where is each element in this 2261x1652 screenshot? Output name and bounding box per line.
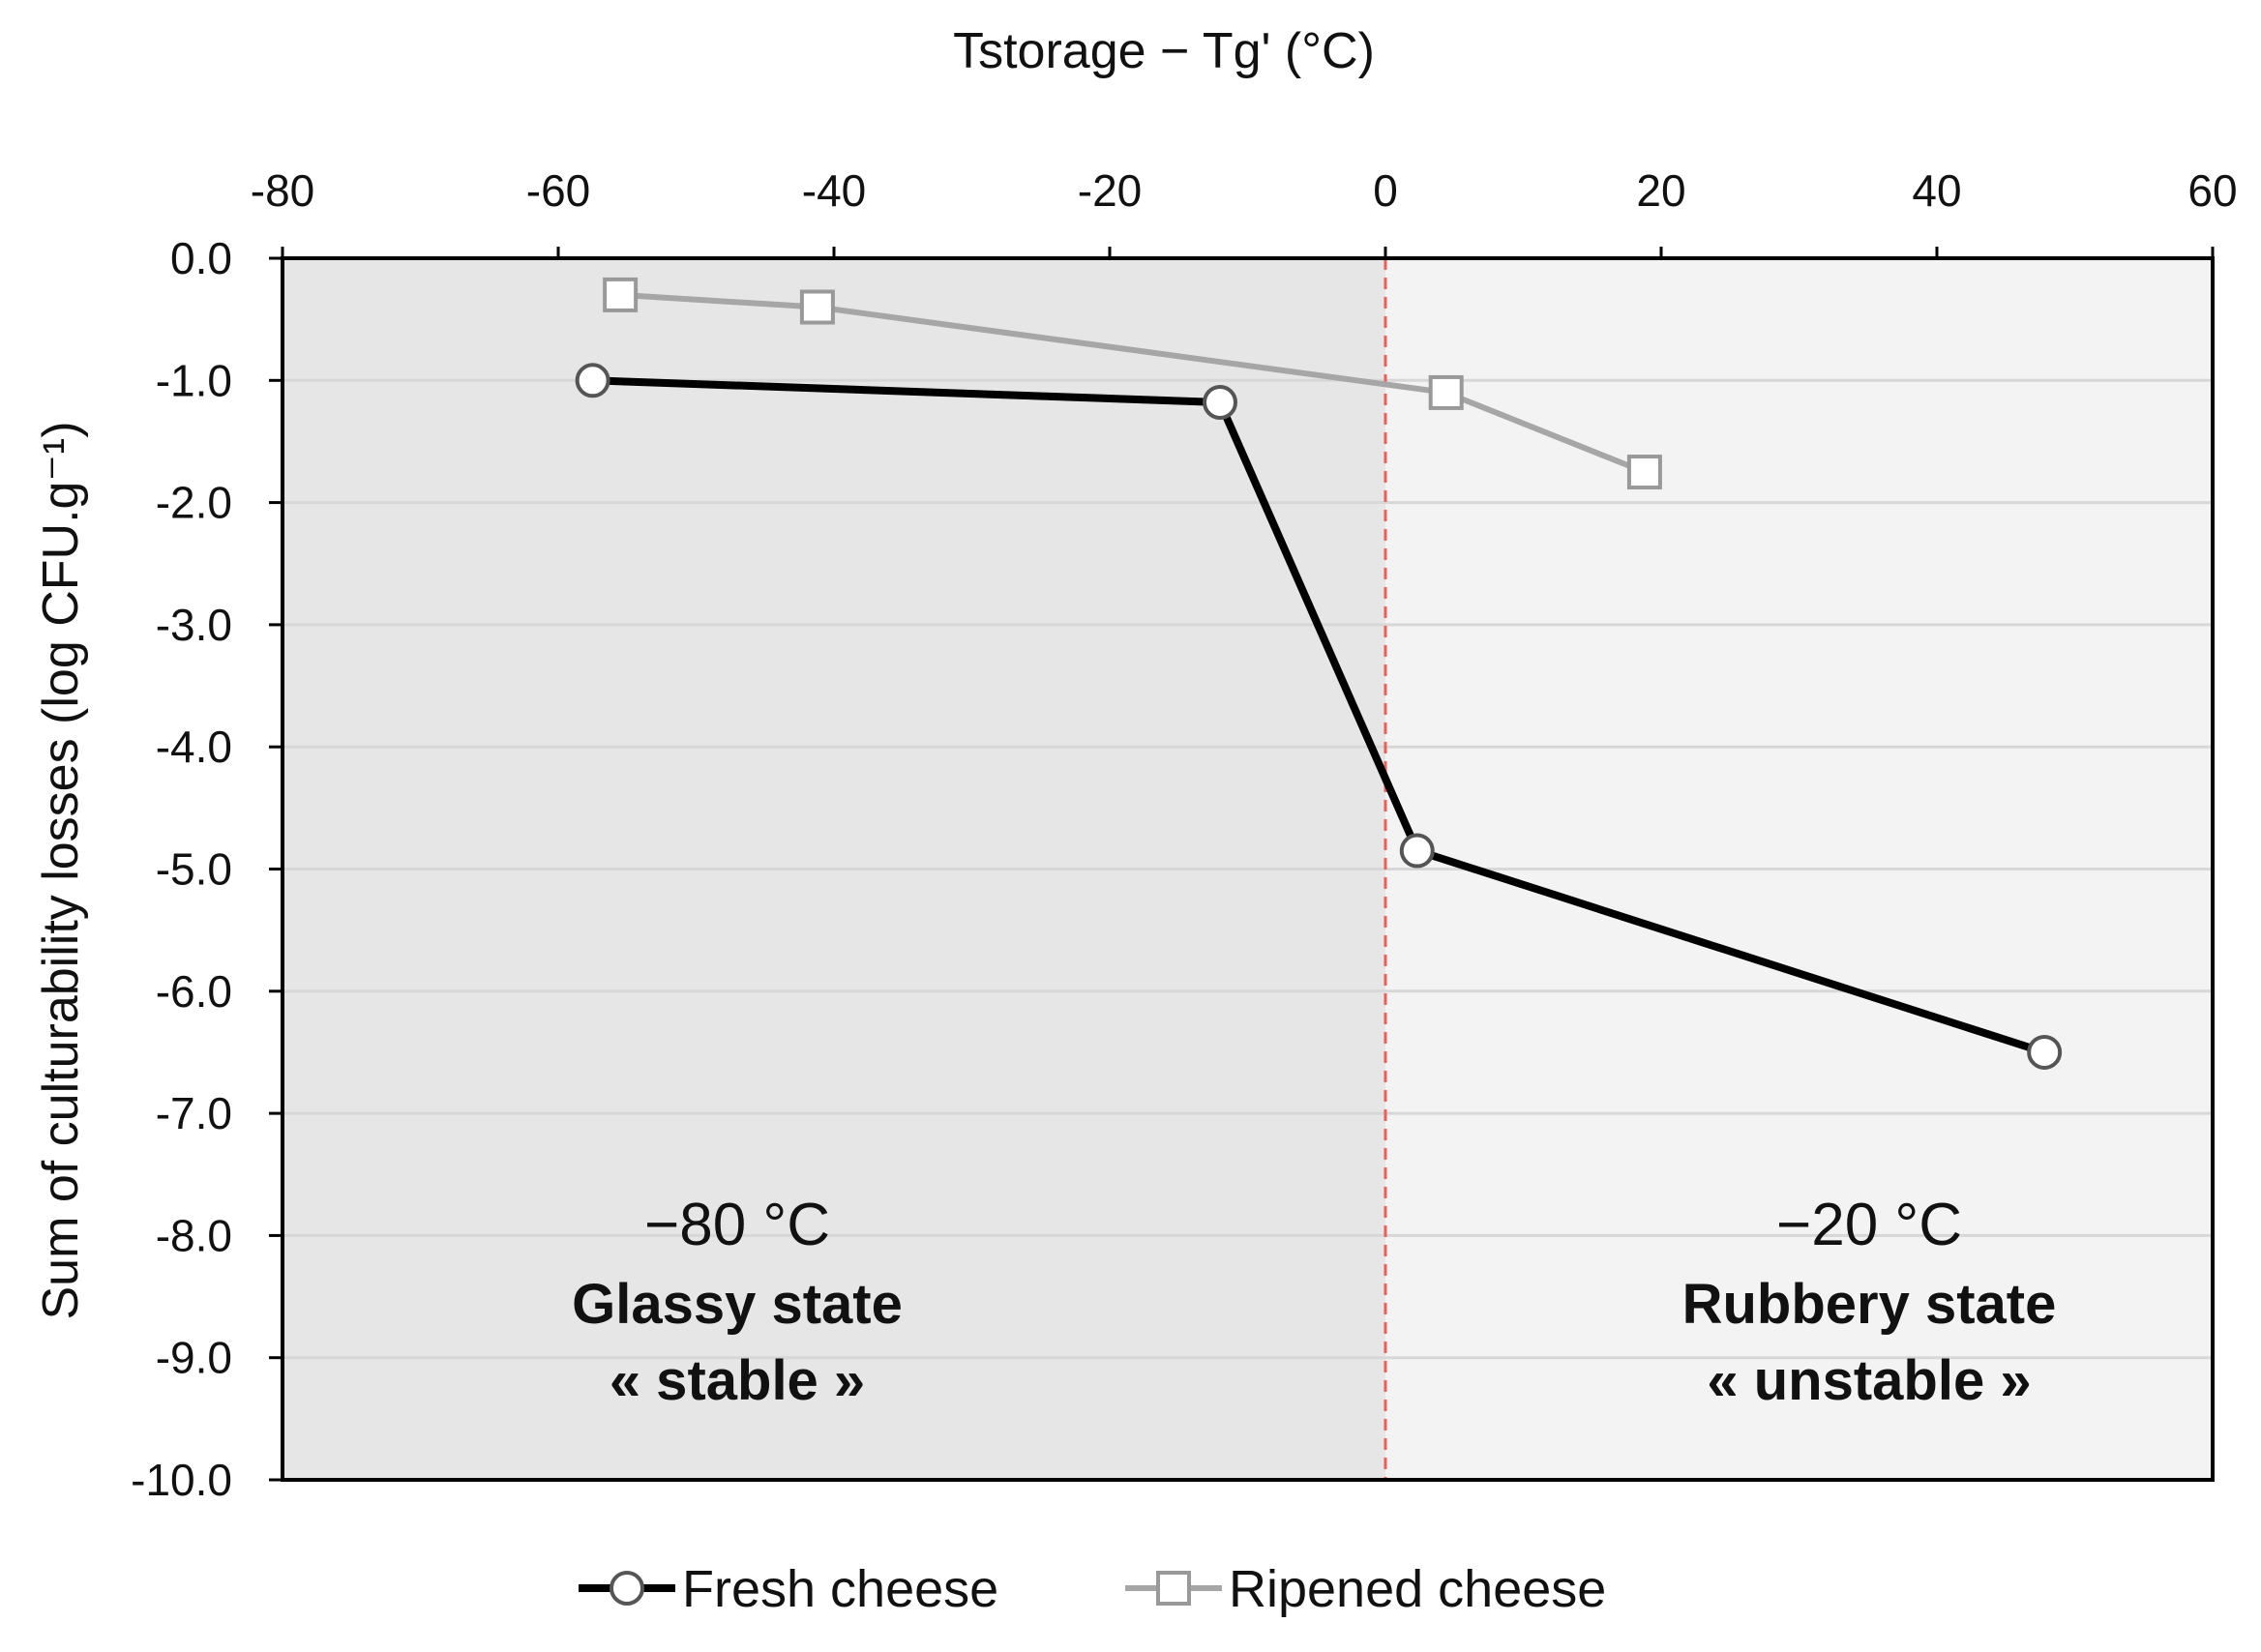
series-line-ripened-cheese <box>619 291 1647 475</box>
y-tick-label: -2.0 <box>156 478 232 528</box>
y-tick-label: -7.0 <box>156 1088 232 1138</box>
data-point-ripened-cheese <box>603 277 639 312</box>
data-point-fresh-cheese <box>2027 1034 2063 1070</box>
x-axis-ticks: -80 -60 -40 -20 0 20 40 60 <box>251 165 2238 258</box>
x-tick-label: -40 <box>802 165 866 216</box>
y-tick-label: -6.0 <box>156 966 232 1017</box>
data-point-ripened-cheese <box>1428 374 1464 410</box>
legend-label-fresh-cheese: Fresh cheese <box>682 1560 998 1618</box>
y-tick-label: -8.0 <box>156 1210 232 1260</box>
series-fresh-cheese <box>575 363 2063 1070</box>
annotation-glassy-stability: « stable » <box>610 1349 865 1412</box>
legend-item-ripened-cheese: Ripened cheese <box>1125 1560 1606 1618</box>
data-point-ripened-cheese <box>799 289 835 325</box>
x-tick-label: 60 <box>2187 165 2237 216</box>
x-tick-label: -20 <box>1078 165 1142 216</box>
y-axis-title: Sum of culturability losses (log CFU.g⁻¹… <box>33 421 89 1319</box>
data-point-fresh-cheese <box>1399 833 1435 869</box>
y-tick-label: -4.0 <box>156 722 232 772</box>
y-tick-label: -9.0 <box>156 1333 232 1383</box>
legend-item-fresh-cheese: Fresh cheese <box>579 1560 998 1618</box>
x-tick-label: -60 <box>526 165 590 216</box>
y-tick-label: -1.0 <box>156 355 232 405</box>
x-axis-title: Tstorage − Tg' (°C) <box>953 23 1375 79</box>
y-axis-ticks: 0.0 -1.0 -2.0 -3.0 -4.0 -5.0 -6.0 -7.0 -8.0 -9.0 -… <box>131 233 283 1505</box>
annotation-rubbery-state: Rubbery state <box>1682 1273 2057 1336</box>
x-tick-label: 40 <box>1912 165 1961 216</box>
x-tick-label: -80 <box>251 165 314 216</box>
legend: Fresh cheese Ripened cheese <box>579 1560 1606 1618</box>
data-point-fresh-cheese <box>1203 385 1237 421</box>
annotation-glassy-temp: −80 °C <box>644 1192 830 1258</box>
series-group <box>575 277 2063 1070</box>
annotations: −80 °C Glassy state « stable » −20 °C Ru… <box>572 1192 2056 1412</box>
annotation-rubbery-temp: −20 °C <box>1776 1192 1962 1258</box>
series-line-fresh-cheese <box>592 376 2046 1056</box>
x-tick-label: 0 <box>1373 165 1398 216</box>
series-ripened-cheese <box>603 277 1662 490</box>
y-tick-label: -5.0 <box>156 844 232 895</box>
legend-marker-ripened-cheese <box>1156 1571 1191 1606</box>
annotation-rubbery-stability: « unstable » <box>1707 1349 2031 1412</box>
data-point-fresh-cheese <box>575 363 610 398</box>
y-tick-label: -3.0 <box>156 600 232 650</box>
x-tick-label: 20 <box>1636 165 1685 216</box>
annotation-glassy-state: Glassy state <box>572 1273 903 1336</box>
legend-marker-fresh-cheese <box>610 1571 644 1606</box>
y-tick-label: -10.0 <box>131 1455 232 1505</box>
legend-label-ripened-cheese: Ripened cheese <box>1229 1560 1606 1618</box>
data-point-ripened-cheese <box>1626 455 1662 490</box>
y-tick-label: 0.0 <box>170 233 232 283</box>
